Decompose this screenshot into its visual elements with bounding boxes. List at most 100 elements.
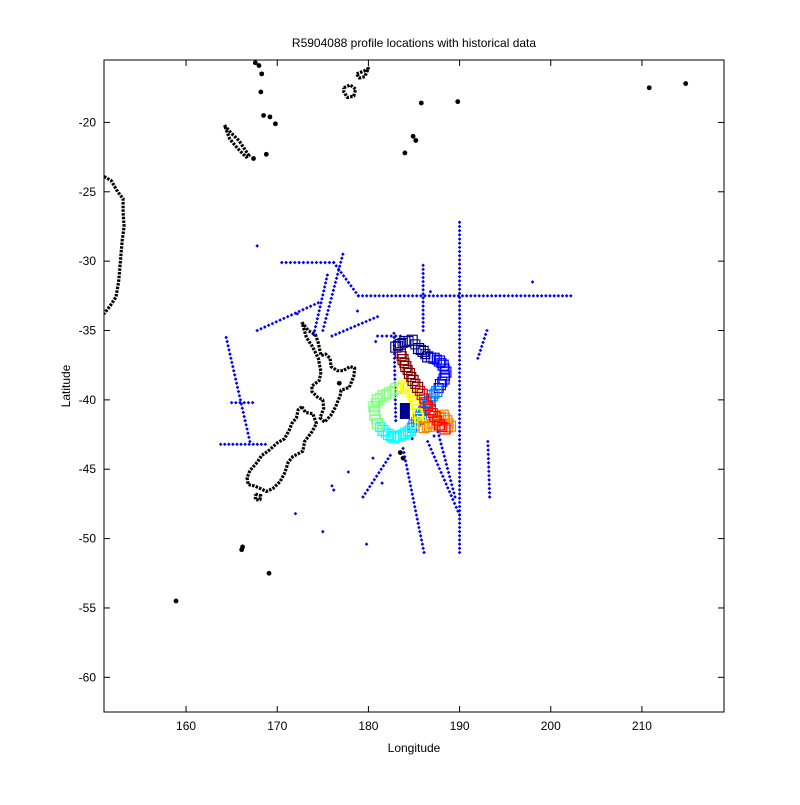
historical-profile-point <box>421 316 425 321</box>
historical-profile-point <box>263 442 268 447</box>
historical-profile-point <box>457 442 462 446</box>
historical-profile-point <box>315 316 320 321</box>
historical-profile-point <box>429 447 433 452</box>
historical-profile-point <box>457 228 462 233</box>
historical-profile-point <box>323 320 327 325</box>
historical-profile-point <box>514 294 519 298</box>
x-tick-label: 190 <box>450 719 470 733</box>
historical-profile-point <box>394 294 398 298</box>
historical-profile-point <box>255 328 259 333</box>
historical-profile-point <box>318 305 322 309</box>
historical-profile-point <box>414 294 419 298</box>
historical-profile-point <box>457 429 462 434</box>
historical-profile-point <box>234 400 238 405</box>
historical-profile-point <box>477 294 481 298</box>
coastline-island-point <box>402 150 408 156</box>
historical-profile-point <box>375 334 380 338</box>
float-profile-marker <box>437 359 449 371</box>
historical-profile-point <box>457 416 462 421</box>
historical-profile-point <box>330 292 335 297</box>
historical-profile-point <box>457 408 462 413</box>
historical-profile-point <box>423 294 427 298</box>
coastline-island-point <box>646 85 652 91</box>
historical-profile-point <box>457 425 462 429</box>
historical-profile-point <box>379 467 383 472</box>
historical-profile-point <box>402 294 407 298</box>
historical-profile-point <box>222 442 227 447</box>
x-tick-label: 160 <box>176 719 196 733</box>
historical-profile-point <box>457 433 462 438</box>
coastline-island-point <box>410 133 416 139</box>
historical-profile-point <box>241 410 246 415</box>
historical-profile-point <box>569 294 573 298</box>
historical-profile-point <box>421 312 425 317</box>
historical-profile-point <box>231 442 235 447</box>
historical-profile-point <box>337 264 342 269</box>
historical-profile-point <box>393 414 398 419</box>
historical-profile-point <box>519 294 523 298</box>
float-profile-marker <box>439 363 450 374</box>
historical-profile-point <box>418 534 423 538</box>
historical-profile-point <box>439 294 444 298</box>
historical-profile-point <box>457 262 462 266</box>
historical-profile-point <box>372 477 377 482</box>
historical-profile-point <box>321 289 326 293</box>
historical-profile-point <box>457 295 462 300</box>
historical-profile-point <box>320 297 324 301</box>
historical-profile-point <box>457 245 462 250</box>
historical-profile-point <box>457 521 462 526</box>
historical-profile-point <box>457 312 462 317</box>
historical-profile-point <box>457 350 462 354</box>
historical-profile-point <box>457 533 462 538</box>
coastline-island-point <box>413 138 419 143</box>
historical-profile-point <box>356 294 361 298</box>
historical-profile-point <box>447 474 452 479</box>
historical-profile-point <box>457 324 462 329</box>
historical-profile-point <box>233 377 238 381</box>
historical-profile-point <box>385 294 390 298</box>
historical-profile-point <box>544 294 548 298</box>
historical-profile-point <box>457 270 462 275</box>
historical-profile-point <box>452 501 457 506</box>
historical-profile-point <box>432 434 436 438</box>
historical-profile-point <box>285 314 290 319</box>
coastline-island-point <box>259 71 265 77</box>
historical-profile-point <box>457 404 462 408</box>
historical-profile-point <box>451 487 455 491</box>
historical-profile-point <box>323 281 328 285</box>
historical-profile-point <box>443 458 448 463</box>
historical-profile-point <box>442 454 447 458</box>
historical-profile-point <box>331 288 336 293</box>
historical-profile-point <box>457 241 462 246</box>
historical-profile-point <box>457 220 462 225</box>
historical-profile-point <box>479 344 484 349</box>
historical-profile-point <box>329 296 334 301</box>
historical-profile-point <box>486 461 491 465</box>
historical-profile-point <box>402 450 406 455</box>
float-profile-marker <box>399 358 410 369</box>
historical-profile-point <box>487 473 491 478</box>
historical-profile-point <box>349 284 353 288</box>
historical-profile-point <box>457 383 462 388</box>
historical-profile-point <box>255 244 259 248</box>
historical-profile-point <box>274 320 279 324</box>
historical-profile-point <box>457 500 462 505</box>
historical-profile-point <box>457 496 462 500</box>
float-profile-marker <box>393 382 405 393</box>
historical-profile-point <box>333 280 338 285</box>
historical-profile-point <box>225 339 229 344</box>
historical-profile-point <box>457 483 462 488</box>
historical-profile-point <box>392 368 397 373</box>
historical-profile-point <box>270 321 275 326</box>
historical-profile-point <box>530 280 535 284</box>
historical-profile-point <box>341 329 346 334</box>
historical-profile-point <box>279 260 284 265</box>
historical-profile-point <box>421 292 425 296</box>
historical-profile-point <box>457 249 462 254</box>
historical-profile-point <box>402 454 407 459</box>
historical-profile-point <box>441 450 446 454</box>
y-tick-label: -50 <box>79 532 97 546</box>
historical-profile-point <box>339 270 343 275</box>
x-axis-ticks: 160 170 180 190 200 210 <box>176 60 652 733</box>
historical-profile-point <box>356 322 361 327</box>
